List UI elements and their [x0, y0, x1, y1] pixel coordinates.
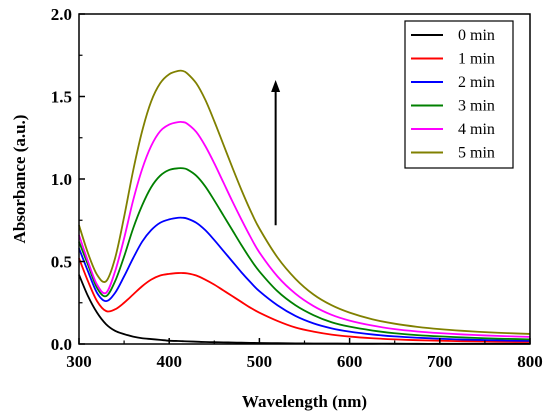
annotations [271, 80, 281, 226]
series-line-2-min [78, 216, 531, 342]
y-tick-label: 0.5 [51, 253, 72, 272]
legend-label: 2 min [458, 74, 495, 91]
y-tick-label: 2.0 [51, 5, 72, 24]
tick-labels: 300 400 500 600 700 800 0.0 0.5 1.0 1.5 2.0 [51, 5, 543, 371]
y-tick-label: 1.5 [51, 88, 72, 107]
legend-label: 5 min [458, 145, 495, 162]
legend-label: 4 min [458, 121, 495, 138]
y-tick-label: 0.0 [51, 335, 72, 354]
x-tick-label: 500 [247, 352, 273, 371]
x-tick-label: 400 [156, 352, 182, 371]
y-tick-label: 1.0 [51, 170, 72, 189]
series-line-3-min [78, 167, 531, 341]
legend-box [404, 20, 514, 169]
x-tick-label: 300 [66, 352, 92, 371]
series-line-0-min [78, 274, 530, 345]
series-line-5-min [78, 69, 531, 335]
legend-label: 3 min [458, 98, 495, 115]
y-axis-title: Absorbance (a.u.) [10, 115, 29, 244]
series-line-1-min [78, 257, 531, 343]
series-line-4-min [78, 120, 531, 338]
x-tick-label: 700 [427, 352, 453, 371]
axis-ticks [78, 13, 531, 345]
legend: 0 min 1 min 2 min 3 min 4 min 5 min [404, 20, 514, 169]
x-tick-label: 600 [337, 352, 363, 371]
legend-label: 0 min [458, 27, 495, 44]
arrow-head-icon [271, 80, 281, 92]
legend-label: 1 min [458, 51, 495, 68]
x-axis-title: Wavelength (nm) [242, 392, 367, 411]
x-tick-label: 800 [517, 352, 543, 371]
